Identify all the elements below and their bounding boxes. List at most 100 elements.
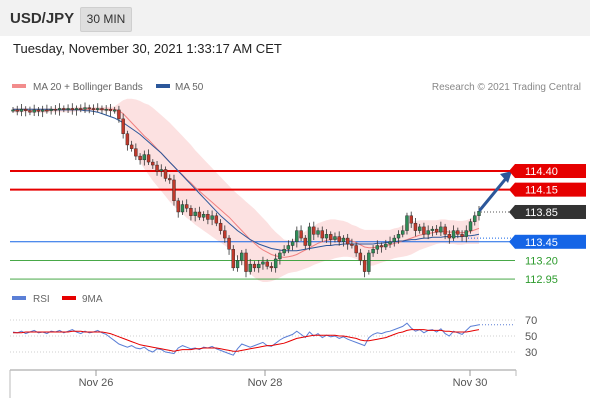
timeframe-button[interactable]: 30 MIN <box>80 7 132 32</box>
label-pointer-113.85 <box>509 204 515 219</box>
candle-body <box>269 266 274 269</box>
candle-body <box>112 109 117 112</box>
candle-body <box>324 234 329 239</box>
candle-body <box>163 169 168 179</box>
candle-body <box>108 108 113 111</box>
candle-body <box>367 252 371 272</box>
candle-body <box>155 164 159 172</box>
last-price-label: 113.85 <box>525 207 558 219</box>
candle-body <box>303 237 308 246</box>
candle-body <box>358 252 363 261</box>
legend-rsi-swatch <box>12 296 26 300</box>
copyright-text: Research © 2021 Trading Central <box>432 82 581 93</box>
candle-body <box>83 107 87 110</box>
candle-body <box>28 110 32 113</box>
candle-body <box>244 252 248 272</box>
candle-body <box>278 252 282 260</box>
candle-body <box>227 237 231 250</box>
label-pointer-114.40 <box>509 164 515 179</box>
candle-body <box>434 228 439 233</box>
candle-body <box>168 178 172 181</box>
candle-body <box>53 108 58 111</box>
x-label-nov26: Nov 26 <box>79 377 114 389</box>
candle-body <box>180 204 185 213</box>
candle-body <box>468 221 473 231</box>
datetime-label: Tuesday, November 30, 2021 1:33:17 AM CE… <box>13 41 282 56</box>
candle-body <box>430 228 435 231</box>
candle-body <box>477 211 481 216</box>
candle-body <box>117 109 121 120</box>
candle-body <box>125 133 130 146</box>
candle-body <box>405 215 409 231</box>
candle-body <box>464 230 468 237</box>
candle-body <box>290 241 295 246</box>
candle-body <box>252 263 257 269</box>
candle-body <box>184 204 189 209</box>
support-label-112.95: 112.95 <box>525 274 558 286</box>
candle-body <box>299 230 303 239</box>
candle-body <box>426 230 430 235</box>
candle-body <box>379 245 384 248</box>
legend-rsi-label: RSI <box>33 294 50 305</box>
candle-body <box>422 226 426 235</box>
candle-body <box>159 169 163 172</box>
candle-body <box>248 263 252 272</box>
candle-body <box>388 241 392 245</box>
last-price-box <box>515 204 586 219</box>
candle-body <box>176 200 180 213</box>
candle-body <box>451 230 456 239</box>
candle-body <box>134 148 138 157</box>
candle-body <box>350 243 354 246</box>
candle-body <box>74 108 79 111</box>
legend-9ma-swatch <box>62 296 76 300</box>
candle-body <box>341 237 346 242</box>
candle-body <box>265 261 269 267</box>
candle-body <box>456 230 460 235</box>
support-label-113.20: 113.20 <box>525 255 558 267</box>
candle-body <box>413 222 418 231</box>
candle-body <box>57 108 62 111</box>
rsi-line <box>12 322 480 356</box>
candle-body <box>473 215 477 222</box>
resistance-box-114.15 <box>515 182 586 197</box>
candle-body <box>443 226 447 235</box>
candle-body <box>62 108 66 110</box>
candle-body <box>146 154 151 163</box>
candle-body <box>100 108 104 111</box>
candle-body <box>316 230 320 235</box>
candle-body <box>375 245 380 250</box>
candle-body <box>15 109 19 112</box>
candle-body <box>197 211 202 218</box>
candle-body <box>138 155 142 161</box>
candle-body <box>24 108 28 111</box>
legend-ma50-label: MA 50 <box>175 82 204 93</box>
candle-body <box>96 108 100 110</box>
candle-body <box>218 222 223 231</box>
x-label-nov30: Nov 30 <box>453 377 488 389</box>
candle-body <box>447 234 452 239</box>
candle-body <box>371 249 375 254</box>
legend-9ma-label: 9MA <box>82 294 103 305</box>
label-pointer-114.15 <box>509 182 515 197</box>
candle-body <box>11 109 15 112</box>
candle-body <box>282 249 286 254</box>
candle-body <box>45 109 49 112</box>
rsi-tick-70: 70 <box>525 315 537 327</box>
candle-body <box>396 234 401 239</box>
candle-body <box>19 108 24 112</box>
candle-body <box>201 214 206 218</box>
bollinger-band <box>13 98 479 282</box>
candle-body <box>235 260 240 269</box>
candle-body <box>384 243 388 248</box>
x-label-nov28: Nov 28 <box>248 377 283 389</box>
candle-body <box>329 234 333 240</box>
forecast-arrow-shaft <box>478 174 510 212</box>
candle-body <box>206 214 210 220</box>
header-bar: USD/JPY 30 MIN <box>0 0 590 36</box>
candle-body <box>91 108 96 110</box>
symbol-title: USD/JPY <box>10 10 75 27</box>
candle-body <box>40 109 45 112</box>
pivot-box <box>515 234 586 249</box>
